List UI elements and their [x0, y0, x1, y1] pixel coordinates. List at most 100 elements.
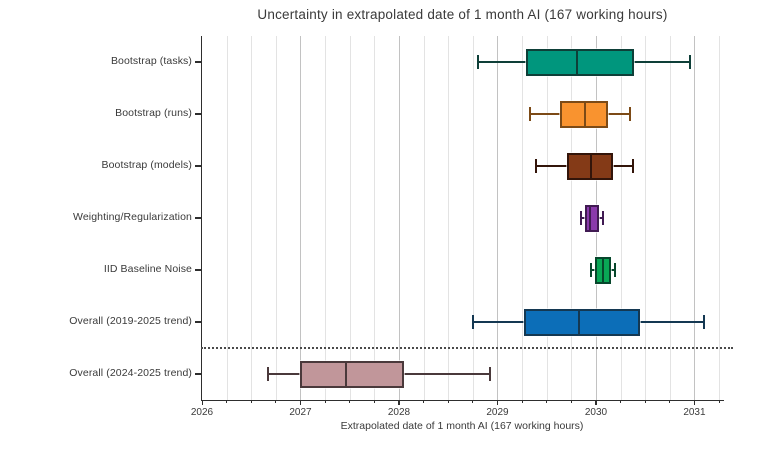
- x-axis-label: Extrapolated date of 1 month AI (167 wor…: [340, 420, 584, 432]
- x-tick-minor: [447, 400, 449, 403]
- whisker-low-cap: [528, 107, 531, 121]
- y-tick-label: Weighting/Regularization: [73, 211, 192, 223]
- whisker-low-cap: [476, 55, 479, 69]
- x-tick-major: [299, 400, 302, 405]
- x-tick-minor: [521, 400, 523, 403]
- whisker-high-line: [640, 321, 705, 323]
- median-line: [344, 360, 348, 388]
- median-line: [589, 152, 593, 180]
- whisker-high-cap: [688, 55, 691, 69]
- x-tick-label: 2028: [387, 407, 411, 418]
- median-line: [575, 48, 579, 76]
- y-tick-mark: [195, 113, 201, 115]
- x-tick-label: 2029: [486, 407, 509, 418]
- x-tick-minor: [275, 400, 277, 403]
- plot-area: 2026 2027 2028 2029 2030 2031: [191, 36, 733, 418]
- whisker-low-line: [529, 113, 560, 115]
- x-tick-minor: [472, 400, 474, 403]
- whisker-low-line: [267, 373, 301, 375]
- gridline-quarter: [423, 36, 425, 400]
- iqr-box: [526, 48, 635, 76]
- gridline-year: [497, 36, 499, 400]
- whisker-high-line: [634, 61, 690, 63]
- x-tick-major: [201, 400, 203, 405]
- gridline-quarter: [546, 36, 548, 400]
- whisker-low-cap: [471, 315, 474, 329]
- x-tick-major: [496, 400, 499, 405]
- x-tick-minor: [570, 400, 572, 403]
- whisker-high-line: [612, 165, 634, 167]
- chart-title: Uncertainty in extrapolated date of 1 mo…: [257, 7, 668, 22]
- gridline-quarter: [571, 36, 573, 400]
- x-tick-minor: [324, 400, 326, 403]
- iqr-box: [585, 204, 599, 232]
- x-tick-label: 2027: [289, 407, 312, 418]
- whisker-low-line: [472, 321, 525, 323]
- dotted-separator-line: [201, 347, 733, 349]
- gridline-quarter: [251, 36, 253, 400]
- whisker-high-cap: [632, 159, 635, 173]
- gridline-quarter: [349, 36, 351, 400]
- gridline-year: [398, 36, 400, 400]
- y-tick-mark: [195, 217, 201, 219]
- x-tick-label: 2030: [584, 407, 608, 418]
- iqr-box: [300, 360, 404, 388]
- y-tick-label: Bootstrap (models): [101, 159, 192, 171]
- x-tick-minor: [250, 400, 252, 403]
- y-tick-label: Bootstrap (runs): [115, 107, 192, 119]
- gridline-quarter: [448, 36, 450, 400]
- whisker-low-cap: [580, 211, 583, 225]
- median-line: [601, 256, 605, 284]
- y-tick-label: IID Baseline Noise: [103, 263, 192, 275]
- median-line: [583, 100, 587, 128]
- whisker-high-line: [610, 269, 615, 271]
- y-tick-label: Bootstrap (tasks): [110, 55, 192, 67]
- iqr-box: [524, 308, 641, 336]
- gridline-quarter: [719, 36, 721, 400]
- x-tick-minor: [644, 400, 646, 403]
- gridline-quarter: [325, 36, 327, 400]
- whisker-high-cap: [703, 315, 706, 329]
- gridline-quarter: [645, 36, 647, 400]
- whisker-high-line: [607, 113, 631, 115]
- whisker-low-line: [581, 217, 586, 219]
- y-tick-mark: [195, 61, 201, 63]
- whisker-low-cap: [534, 159, 537, 173]
- gridline-quarter: [669, 36, 671, 400]
- x-tick-minor: [669, 400, 671, 403]
- whisker-high-line: [598, 217, 603, 219]
- gridline-quarter: [374, 36, 376, 400]
- y-tick-label: Overall (2019-2025 trend): [69, 315, 192, 327]
- x-tick-minor: [226, 400, 228, 403]
- median-line: [577, 308, 581, 336]
- x-tick-label: 2026: [190, 407, 214, 418]
- x-tick-minor: [718, 400, 720, 403]
- x-tick-major: [693, 400, 696, 405]
- x-tick-minor: [620, 400, 622, 403]
- x-tick-minor: [349, 400, 351, 403]
- whisker-low-cap: [266, 367, 269, 381]
- gridline-year: [694, 36, 696, 400]
- x-tick-label: 2031: [683, 407, 706, 418]
- y-tick-label: Overall (2024-2025 trend): [69, 367, 192, 379]
- whisker-high-line: [403, 373, 490, 375]
- x-tick-major: [398, 400, 400, 405]
- iqr-box: [559, 100, 608, 128]
- whisker-high-cap: [601, 211, 604, 225]
- whisker-low-line: [477, 61, 527, 63]
- x-tick-minor: [423, 400, 425, 403]
- gridline-quarter: [226, 36, 228, 400]
- gridline-quarter: [275, 36, 277, 400]
- y-tick-mark: [195, 269, 201, 271]
- x-tick-minor: [546, 400, 548, 403]
- gridline-quarter: [620, 36, 622, 400]
- whisker-low-cap: [590, 263, 593, 277]
- y-tick-mark: [195, 373, 201, 375]
- gridline-quarter: [522, 36, 524, 400]
- whisker-high-cap: [488, 367, 491, 381]
- y-tick-mark: [195, 165, 201, 167]
- median-line: [588, 204, 592, 232]
- x-tick-minor: [373, 400, 375, 403]
- whisker-low-line: [535, 165, 568, 167]
